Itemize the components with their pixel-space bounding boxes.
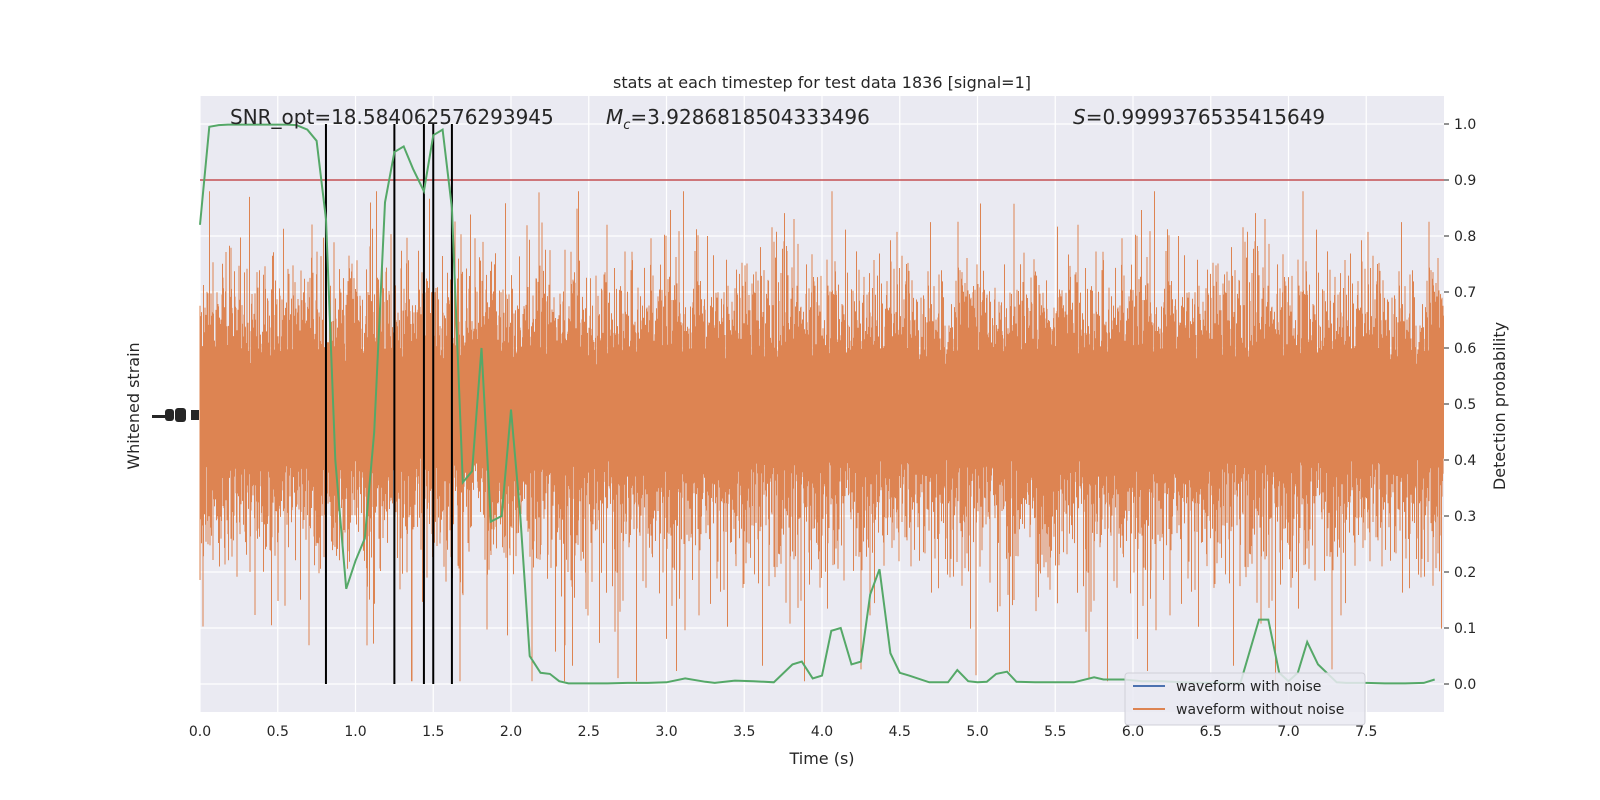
y-tick-label: 0.5 (1454, 397, 1476, 413)
left-axis-label: Whitened strain (124, 342, 143, 469)
y-tick-label: 0.0 (1454, 677, 1476, 693)
legend-box (1124, 672, 1366, 726)
y-tick-label: 0.6 (1454, 341, 1476, 357)
y-right-tick-labels: 0.0 0.1 0.2 0.3 0.4 0.5 0.6 0.7 0.8 0.9 1.0 (1444, 117, 1476, 693)
x-tick-label: 7.5 (1355, 724, 1377, 740)
x-tick-label: 3.0 (655, 724, 677, 740)
waveform-without-noise-series (199, 191, 1444, 682)
chart-title: stats at each timestep for test data 183… (613, 73, 1031, 92)
x-tick-label: 2.5 (578, 724, 600, 740)
x-tick-label: 6.0 (1122, 724, 1144, 740)
x-tick-label: 2.0 (500, 724, 522, 740)
x-tick-label: 7.0 (1277, 724, 1299, 740)
x-tick-labels: 0.0 0.5 1.0 1.5 2.0 2.5 3.0 3.5 4.0 4.5 5.0 5.5 6.0 6… (189, 724, 1378, 740)
x-tick-label: 1.5 (422, 724, 444, 740)
mc-annotation: Mc=3.9286818504333496 (606, 105, 870, 133)
left-tick-clutter (152, 408, 199, 422)
legend-label-with-noise: waveform with noise (1176, 679, 1321, 695)
x-tick-label: 5.5 (1044, 724, 1066, 740)
mc-subscript: c (623, 118, 630, 133)
right-axis-label: Detection probability (1490, 322, 1509, 490)
mc-value: =3.9286818504333496 (630, 105, 869, 129)
y-tick-label: 0.3 (1454, 509, 1476, 525)
x-tick-label: 4.0 (811, 724, 833, 740)
s-symbol: S (1073, 105, 1086, 129)
y-tick-label: 1.0 (1454, 117, 1476, 133)
x-tick-label: 0.0 (189, 724, 211, 740)
mc-symbol: M (606, 105, 623, 129)
y-tick-label: 0.9 (1454, 173, 1476, 189)
s-annotation: S=0.9999376535415649 (1073, 105, 1325, 129)
legend-label-without-noise: waveform without noise (1176, 702, 1344, 718)
x-tick-label: 3.5 (733, 724, 755, 740)
legend: waveform with noise waveform without noi… (1124, 672, 1366, 726)
x-tick-label: 4.5 (889, 724, 911, 740)
y-tick-label: 0.4 (1454, 453, 1476, 469)
x-axis-label: Time (s) (788, 749, 854, 768)
s-value: =0.9999376535415649 (1086, 105, 1325, 129)
x-tick-label: 5.0 (966, 724, 988, 740)
x-tick-label: 1.0 (344, 724, 366, 740)
x-tick-label: 6.5 (1200, 724, 1222, 740)
waveform-trace (199, 191, 1444, 682)
y-tick-label: 0.2 (1454, 565, 1476, 581)
y-tick-label: 0.7 (1454, 285, 1476, 301)
x-tick-label: 0.5 (267, 724, 289, 740)
snr-annotation: SNR_opt=18.584062576293945 (230, 105, 554, 129)
y-tick-label: 0.1 (1454, 621, 1476, 637)
y-tick-label: 0.8 (1454, 229, 1476, 245)
